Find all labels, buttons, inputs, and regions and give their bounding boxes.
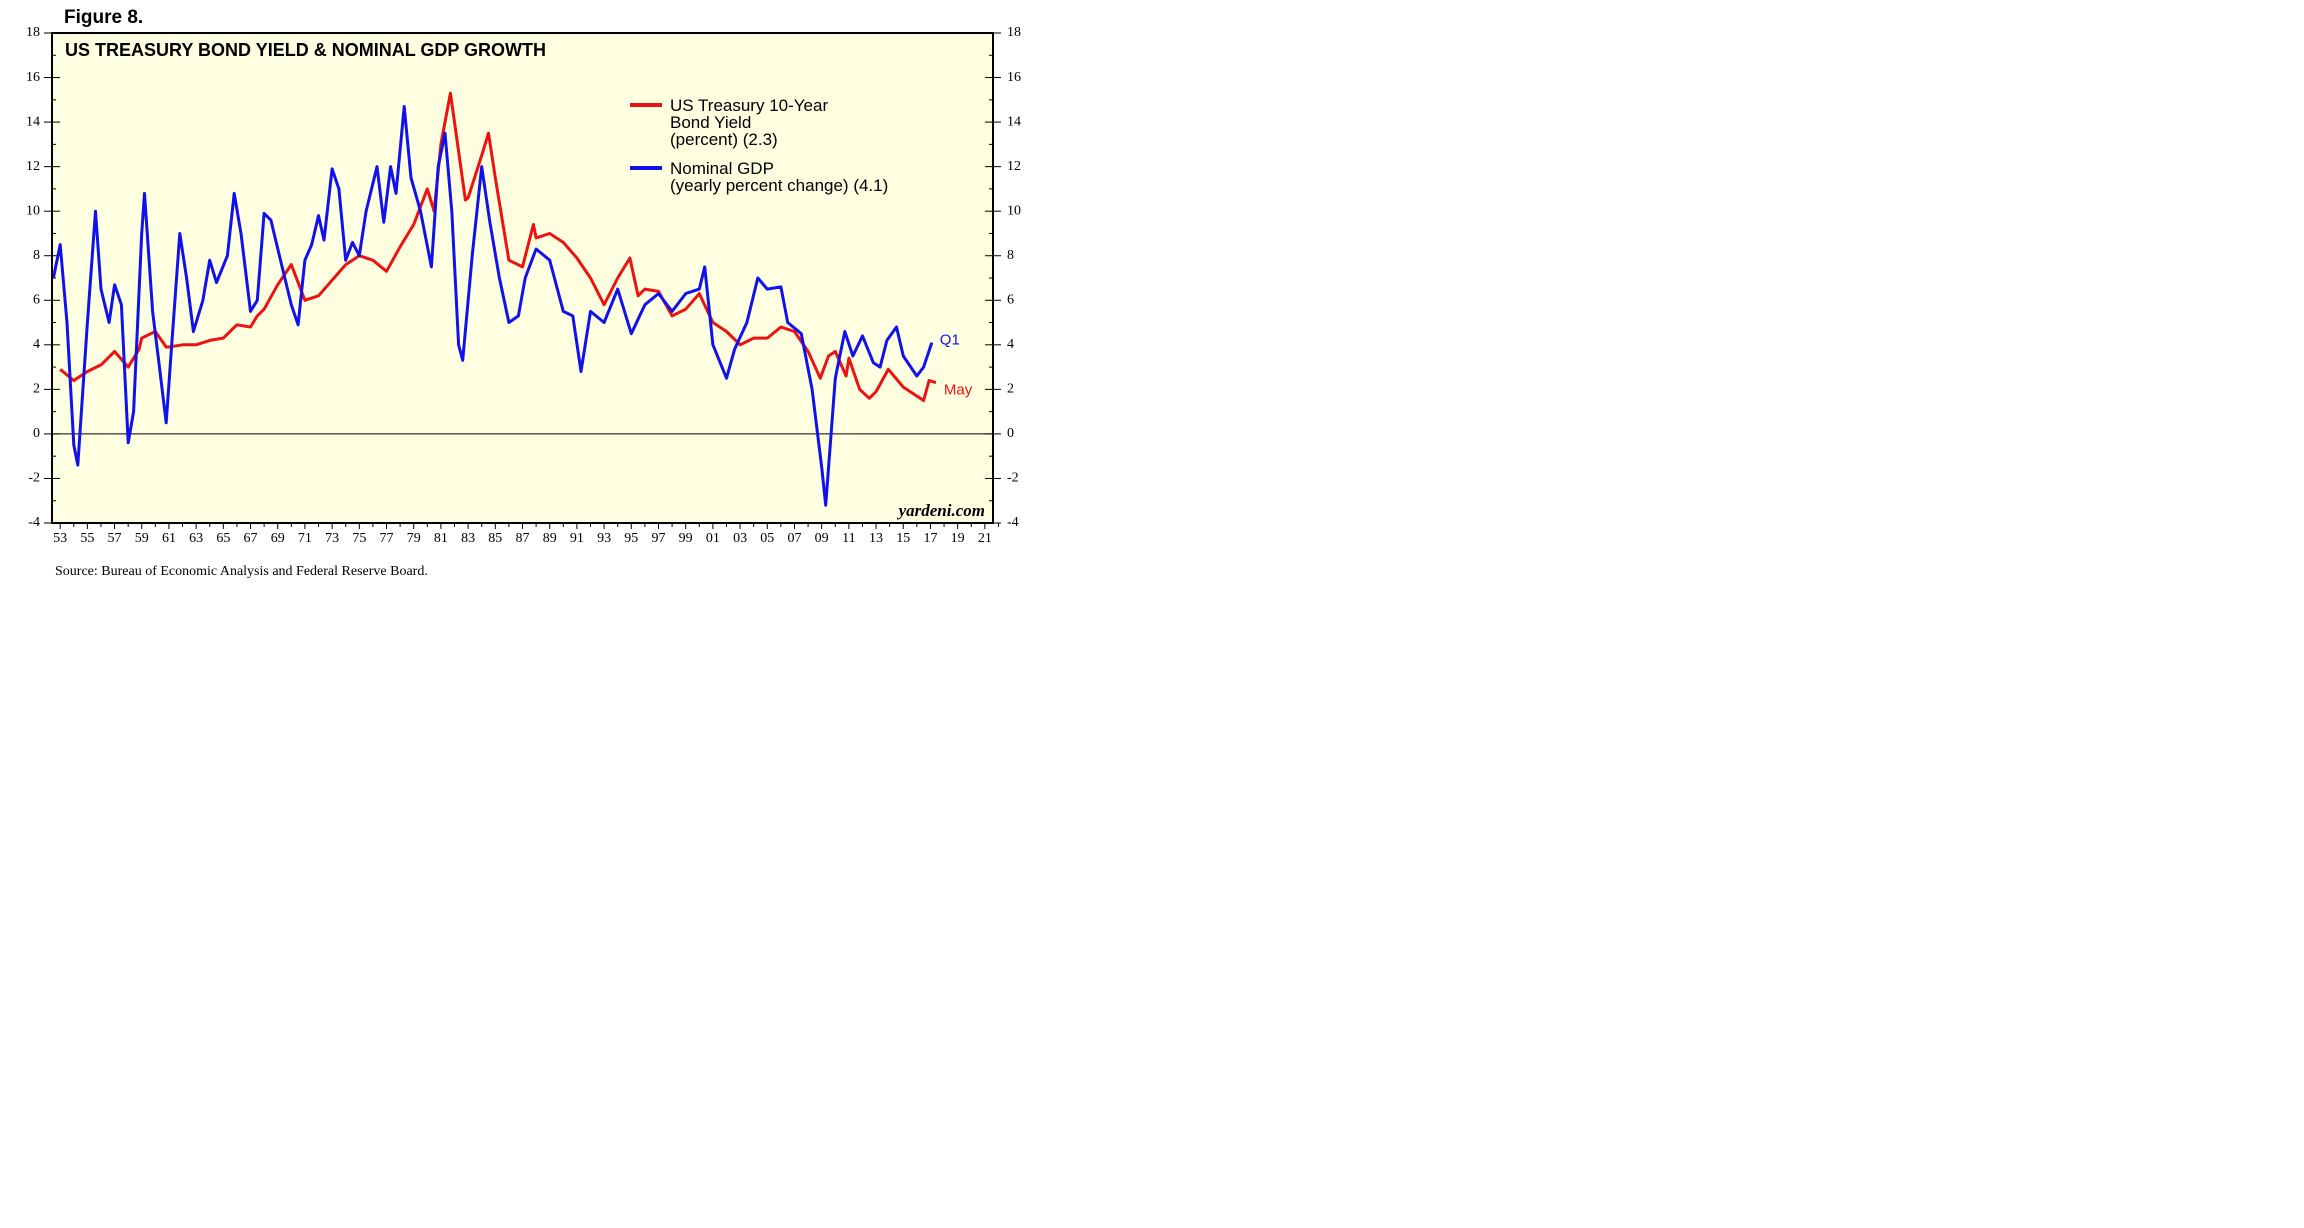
x-tick-label: 85 xyxy=(488,531,502,546)
end-label: May xyxy=(944,382,973,399)
x-tick-label: 15 xyxy=(896,531,910,546)
y2-tick-label: 18 xyxy=(1007,25,1021,40)
end-label: Q1 xyxy=(940,332,960,349)
x-tick-label: 77 xyxy=(380,531,394,546)
y-tick-label: 2 xyxy=(33,382,40,397)
x-tick-label: 79 xyxy=(407,531,421,546)
x-tick-label: 63 xyxy=(189,531,203,546)
watermark: yardeni.com xyxy=(897,501,985,520)
y2-tick-label: 0 xyxy=(1007,426,1014,441)
x-tick-label: 05 xyxy=(760,531,774,546)
series-line xyxy=(51,105,934,507)
x-tick-label: 69 xyxy=(271,531,285,546)
x-tick-label: 21 xyxy=(978,531,992,546)
y2-tick-label: 6 xyxy=(1007,292,1014,307)
x-tick-label: 13 xyxy=(869,531,883,546)
x-tick-label: 73 xyxy=(325,531,339,546)
x-tick-label: 55 xyxy=(80,531,94,546)
x-tick-label: 59 xyxy=(135,531,149,546)
x-tick-label: 53 xyxy=(53,531,67,546)
y2-tick-label: 10 xyxy=(1007,203,1021,218)
x-tick-label: 09 xyxy=(815,531,829,546)
x-tick-label: 89 xyxy=(543,531,557,546)
x-tick-label: 97 xyxy=(651,531,665,546)
x-tick-label: 03 xyxy=(733,531,747,546)
y-tick-label: 10 xyxy=(26,203,40,218)
legend-entry: US Treasury 10-Year Bond Yield (percent)… xyxy=(670,96,829,149)
y2-tick-label: 16 xyxy=(1007,70,1021,85)
x-tick-label: 83 xyxy=(461,531,475,546)
y-tick-label: 0 xyxy=(33,426,40,441)
plot-frame xyxy=(51,32,994,524)
x-tick-label: 67 xyxy=(244,531,258,546)
x-tick-label: 61 xyxy=(162,531,176,546)
x-tick-label: 07 xyxy=(787,531,801,546)
y-tick-label: -4 xyxy=(28,515,40,530)
y2-tick-label: 8 xyxy=(1007,248,1014,263)
y-tick-label: 4 xyxy=(33,337,40,352)
x-tick-label: 95 xyxy=(624,531,638,546)
y2-tick-label: -2 xyxy=(1007,471,1019,486)
y-tick-label: -2 xyxy=(28,471,40,486)
x-tick-label: 91 xyxy=(570,531,584,546)
source: Source: Bureau of Economic Analysis and … xyxy=(55,564,428,579)
y-tick-label: 18 xyxy=(26,25,40,40)
y2-tick-label: 14 xyxy=(1007,114,1021,129)
x-tick-label: 75 xyxy=(352,531,366,546)
series-line xyxy=(59,91,937,402)
x-tick-label: 87 xyxy=(516,531,530,546)
x-tick-label: 17 xyxy=(923,531,937,546)
y2-tick-label: 4 xyxy=(1007,337,1014,352)
y-tick-label: 16 xyxy=(26,70,40,85)
figure-label: Figure 8. xyxy=(64,7,143,28)
y2-tick-label: 2 xyxy=(1007,382,1014,397)
y-tick-label: 14 xyxy=(26,114,40,129)
y-tick-label: 12 xyxy=(26,159,40,174)
y-tick-label: 8 xyxy=(33,248,40,263)
x-tick-label: 19 xyxy=(951,531,965,546)
x-tick-label: 57 xyxy=(108,531,122,546)
legend-entry: Nominal GDP (yearly percent change) (4.1… xyxy=(670,159,889,195)
plot-background xyxy=(52,33,993,523)
y2-tick-label: -4 xyxy=(1007,515,1019,530)
x-tick-label: 93 xyxy=(597,531,611,546)
chart-title: US TREASURY BOND YIELD & NOMINAL GDP GRO… xyxy=(65,40,546,60)
y-tick-label: 6 xyxy=(33,292,40,307)
x-tick-label: 65 xyxy=(216,531,230,546)
x-tick-label: 11 xyxy=(842,531,855,546)
x-tick-label: 81 xyxy=(434,531,448,546)
y2-tick-label: 12 xyxy=(1007,159,1021,174)
x-tick-label: 71 xyxy=(298,531,312,546)
x-tick-label: 99 xyxy=(679,531,693,546)
x-tick-label: 01 xyxy=(706,531,720,546)
